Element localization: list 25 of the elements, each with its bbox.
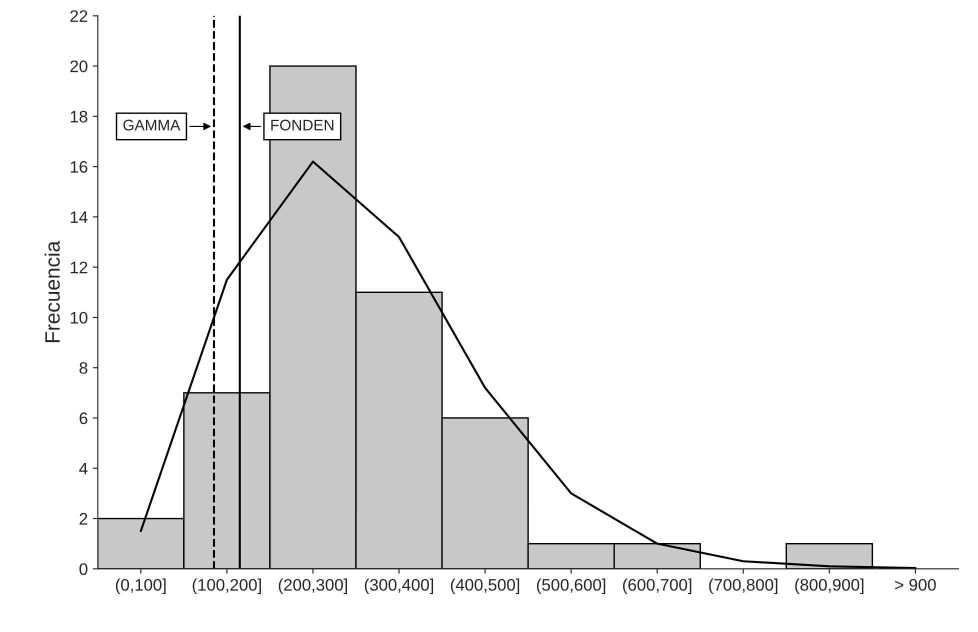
x-tick-label: (700,800] (709, 578, 778, 594)
ref-line-label: FONDEN (271, 120, 334, 130)
x-tick-label: (400,500] (450, 578, 520, 594)
y-tick-label: 20 (70, 60, 88, 72)
y-tick-label: 16 (70, 161, 88, 173)
y-tick-label: 12 (70, 262, 88, 274)
y-tick-label: 2 (80, 512, 88, 525)
x-tick-label: > 900 (895, 578, 936, 591)
x-tick-label: (200,300] (278, 578, 347, 594)
x-tick-label: (500,600] (536, 578, 606, 594)
x-tick-label: (100,200] (192, 578, 261, 594)
ref-line-label: GAMMA (123, 120, 180, 130)
x-tick-label: (300,400] (364, 578, 434, 594)
y-tick-label: 4 (79, 462, 88, 474)
x-tick-label: (600,700] (623, 578, 692, 594)
y-tick-label: 10 (70, 312, 88, 324)
x-tick-label: (0,100] (116, 578, 166, 594)
y-tick-label: 14 (70, 211, 88, 223)
y-tick-label: 22 (70, 10, 88, 22)
y-axis-title: Frecuencia (44, 240, 60, 342)
y-tick-label: 8 (80, 362, 88, 374)
y-tick-label: 6 (80, 412, 88, 424)
x-tick-label: (800,900] (795, 578, 864, 594)
y-tick-label: 0 (79, 563, 88, 576)
y-tick-label: 18 (70, 110, 88, 123)
